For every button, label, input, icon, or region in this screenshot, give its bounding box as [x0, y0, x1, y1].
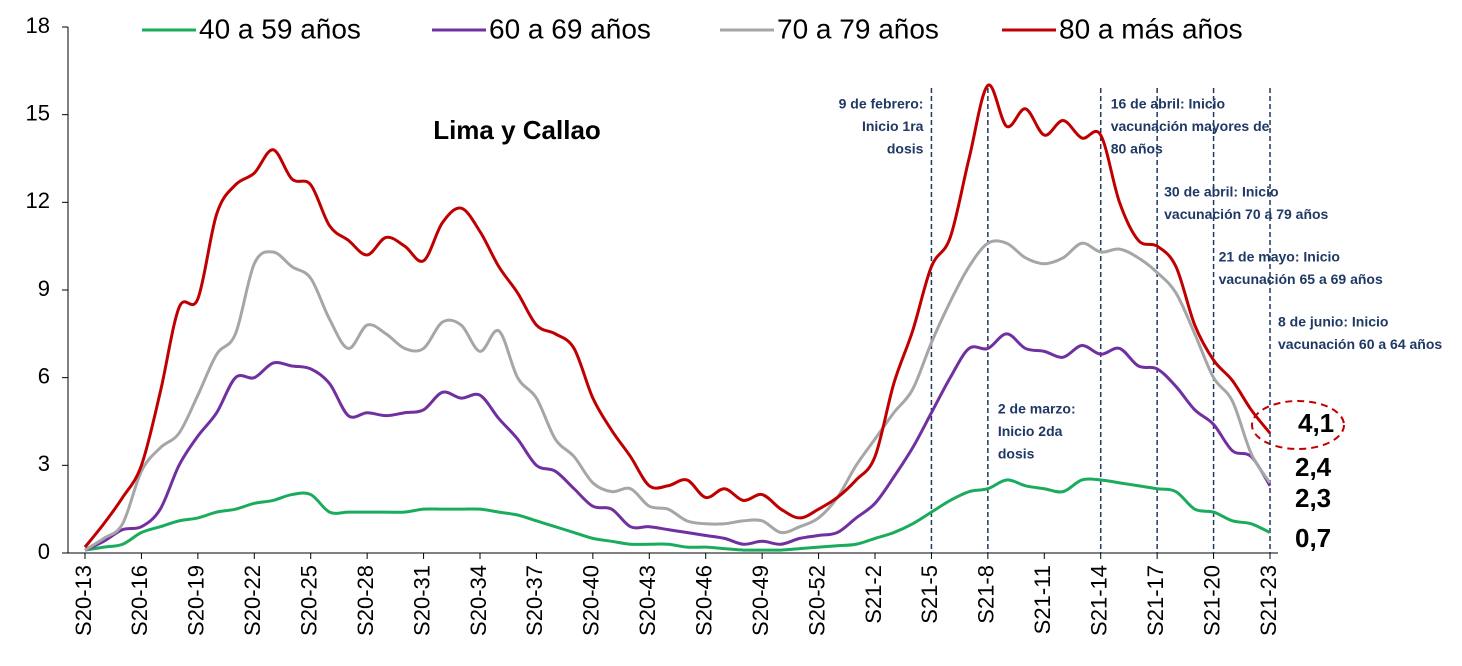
- x-tick-label: S21-17: [1143, 565, 1168, 636]
- y-tick-label: 6: [38, 363, 50, 388]
- annotation-text: Inicio 2da: [998, 423, 1063, 439]
- x-tick-label: S20-19: [184, 565, 209, 636]
- series-line: [84, 239, 1272, 552]
- annotation-text: vacunación mayores de: [1111, 118, 1270, 134]
- x-tick-label: S20-37: [522, 565, 547, 636]
- x-tick-label: S20-22: [240, 565, 265, 636]
- annotation-text: vacunación 60 a 64 años: [1278, 336, 1442, 352]
- annotation-text: 80 años: [1111, 141, 1163, 157]
- annotation-text: 9 de febrero:: [839, 96, 924, 112]
- y-tick-label: 12: [26, 188, 50, 213]
- annotation-text: vacunación 65 a 69 años: [1219, 271, 1383, 287]
- x-tick-label: S20-52: [804, 565, 829, 636]
- series-line: [84, 477, 1271, 552]
- y-tick-label: 18: [26, 13, 50, 38]
- series-line: [83, 83, 1272, 549]
- value-label: 4,1: [1298, 408, 1334, 438]
- annotation-text: 16 de abril: Inicio: [1111, 96, 1225, 112]
- value-label: 2,4: [1295, 452, 1332, 482]
- x-tick-label: S21-23: [1256, 565, 1281, 636]
- annotation-text: dosis: [998, 446, 1035, 462]
- y-tick-label: 3: [38, 451, 50, 476]
- legend-label: 60 a 69 años: [489, 13, 651, 44]
- x-tick-label: S20-43: [635, 565, 660, 636]
- highlight-ellipse: [1251, 400, 1345, 450]
- x-tick-label: S21-11: [1030, 565, 1055, 634]
- x-tick-label: S20-25: [297, 565, 322, 636]
- legend-label: 70 a 79 años: [777, 13, 939, 44]
- annotation-text: 30 de abril: Inicio: [1164, 184, 1278, 200]
- x-tick-label: S20-28: [353, 565, 378, 636]
- y-tick-label: 0: [38, 539, 50, 564]
- x-tick-label: S20-31: [409, 565, 434, 636]
- x-tick-label: S20-13: [71, 565, 96, 636]
- x-tick-label: S21-2: [861, 565, 886, 624]
- x-tick-label: S20-46: [692, 565, 717, 636]
- x-tick-label: S20-49: [748, 565, 773, 636]
- annotation-text: Inicio 1ra: [862, 118, 924, 134]
- y-tick-label: 9: [38, 276, 50, 301]
- series-line: [84, 332, 1272, 552]
- x-tick-label: S20-16: [127, 565, 152, 636]
- value-label: 2,3: [1295, 483, 1331, 513]
- x-tick-label: S20-34: [466, 565, 491, 636]
- value-label: 0,7: [1295, 523, 1331, 553]
- x-tick-label: S21-20: [1199, 565, 1224, 636]
- annotation-text: vacunación 70 a 79 años: [1164, 206, 1328, 222]
- x-tick-label: S20-40: [579, 565, 604, 636]
- x-tick-label: S21-5: [917, 565, 942, 624]
- legend-label: 80 a más años: [1059, 13, 1243, 44]
- x-tick-label: S21-8: [974, 565, 999, 624]
- annotation-text: 2 de marzo:: [998, 401, 1076, 417]
- y-tick-label: 15: [26, 100, 50, 125]
- chart-title: Lima y Callao: [433, 115, 601, 145]
- annotation-text: 21 de mayo: Inicio: [1219, 249, 1340, 265]
- annotation-text: 8 de junio: Inicio: [1278, 314, 1388, 330]
- legend-label: 40 a 59 años: [199, 13, 361, 44]
- annotation-text: dosis: [887, 141, 924, 157]
- x-tick-label: S21-14: [1087, 565, 1112, 636]
